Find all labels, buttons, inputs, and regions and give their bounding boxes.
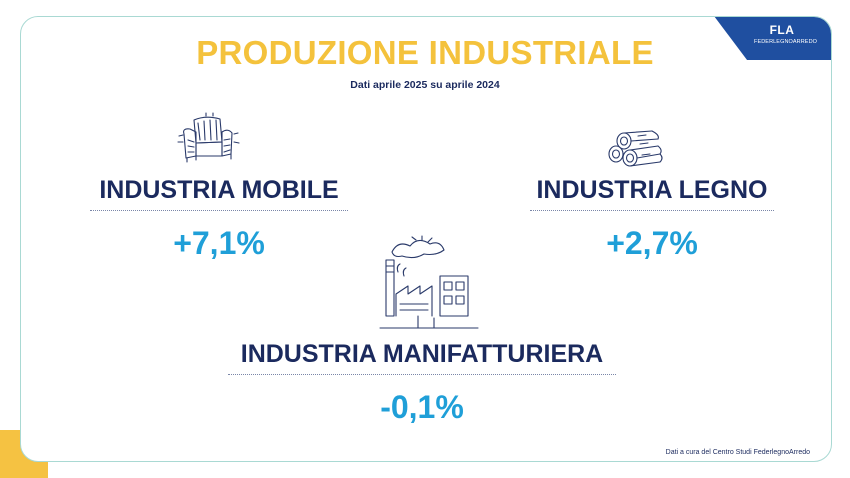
infographic-card: FLA FEDERLEGNOARREDO bbox=[20, 16, 832, 462]
source-footnote: Dati a cura del Centro Studi FederlegnoA… bbox=[665, 449, 810, 456]
logo-subtitle: FEDERLEGNOARREDO bbox=[754, 39, 818, 45]
wood-logs-icon bbox=[608, 130, 663, 167]
industria-mobile-value: +7,1% bbox=[173, 225, 265, 261]
armchair-icon bbox=[177, 112, 240, 163]
factory-icon bbox=[379, 235, 479, 329]
page-title: PRODUZIONE INDUSTRIALE bbox=[196, 34, 654, 71]
section-industria-legno: INDUSTRIA LEGNO +2,7% bbox=[530, 176, 774, 262]
divider bbox=[90, 210, 348, 211]
logo-mark: FLA bbox=[769, 23, 795, 37]
industria-manifatturiera-label: INDUSTRIA MANIFATTURIERA bbox=[240, 340, 604, 368]
logo-tab: FLA FEDERLEGNOARREDO bbox=[714, 17, 831, 60]
section-industria-mobile: INDUSTRIA MOBILE +7,1% bbox=[90, 176, 348, 262]
federlegnoarredo-logo: FLA FEDERLEGNOARREDO bbox=[754, 23, 818, 45]
divider bbox=[228, 374, 616, 375]
divider bbox=[530, 210, 774, 211]
industria-legno-value: +2,7% bbox=[606, 225, 698, 261]
page-subtitle: Dati aprile 2025 su aprile 2024 bbox=[350, 79, 500, 91]
industria-mobile-label: INDUSTRIA MOBILE bbox=[99, 176, 339, 204]
industria-legno-label: INDUSTRIA LEGNO bbox=[536, 176, 768, 204]
industria-manifatturiera-value: -0,1% bbox=[380, 389, 464, 425]
section-industria-manifatturiera: INDUSTRIA MANIFATTURIERA -0,1% bbox=[228, 340, 616, 426]
